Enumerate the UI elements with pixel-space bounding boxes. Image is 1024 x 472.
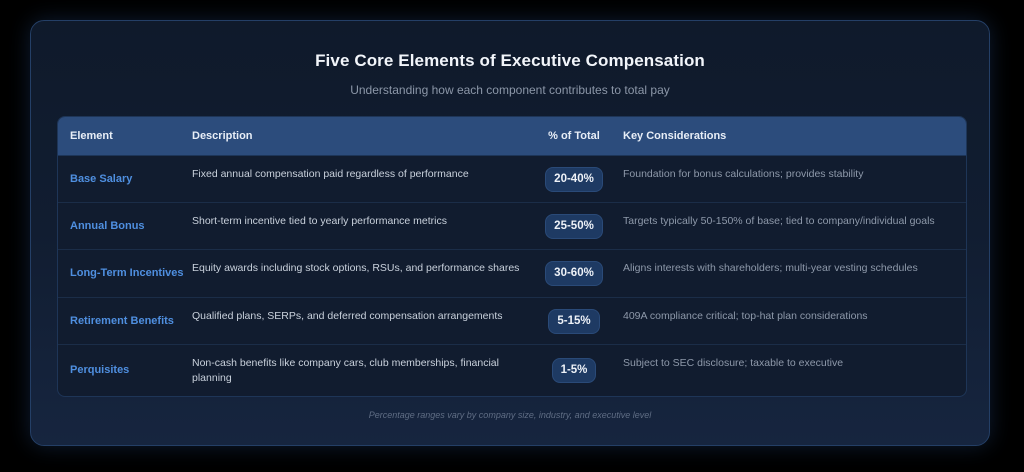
column-header-element: Element [70,130,113,142]
footnote: Percentage ranges vary by company size, … [368,410,652,420]
element-name: Long-Term Incentives [70,267,184,279]
key-considerations: 409A compliance critical; top-hat plan c… [623,310,868,322]
table-row: Base Salary Fixed annual compensation pa… [58,156,966,203]
table-row: Long-Term Incentives Equity awards inclu… [58,250,966,298]
percent-badge: 30-60% [545,261,603,286]
compensation-table: Element Description % of Total Key Consi… [57,116,967,397]
key-considerations: Subject to SEC disclosure; taxable to ex… [623,357,844,369]
percent-badge: 1-5% [551,358,597,383]
element-description: Fixed annual compensation paid regardles… [192,168,469,180]
element-name: Retirement Benefits [70,315,174,327]
key-considerations: Aligns interests with shareholders; mult… [623,262,918,274]
percent-badge: 20-40% [545,167,603,192]
column-header-considerations: Key Considerations [623,130,727,142]
element-description: Short-term incentive tied to yearly perf… [192,215,448,227]
element-name: Perquisites [70,364,130,376]
element-description: Equity awards including stock options, R… [192,262,520,274]
page-title: Five Core Elements of Executive Compensa… [315,51,705,70]
compensation-card: Five Core Elements of Executive Compensa… [30,20,990,446]
element-description: Qualified plans, SERPs, and deferred com… [192,310,503,322]
table-row: Perquisites Non-cash benefits like compa… [58,345,966,396]
key-considerations: Targets typically 50-150% of base; tied … [623,215,935,227]
percent-badge: 5-15% [548,309,600,334]
percent-badge: 25-50% [545,214,603,239]
page-subtitle: Understanding how each component contrib… [350,83,670,97]
key-considerations: Foundation for bonus calculations; provi… [623,168,864,180]
table-row: Annual Bonus Short-term incentive tied t… [58,203,966,250]
element-name: Annual Bonus [70,220,145,232]
column-header-description: Description [192,130,253,142]
table-row: Retirement Benefits Qualified plans, SER… [58,298,966,345]
column-header-percent: % of Total [548,130,600,142]
element-description: Non-cash benefits like company cars, clu… [192,357,499,384]
element-name: Base Salary [70,173,133,185]
table-header: Element Description % of Total Key Consi… [58,117,966,156]
